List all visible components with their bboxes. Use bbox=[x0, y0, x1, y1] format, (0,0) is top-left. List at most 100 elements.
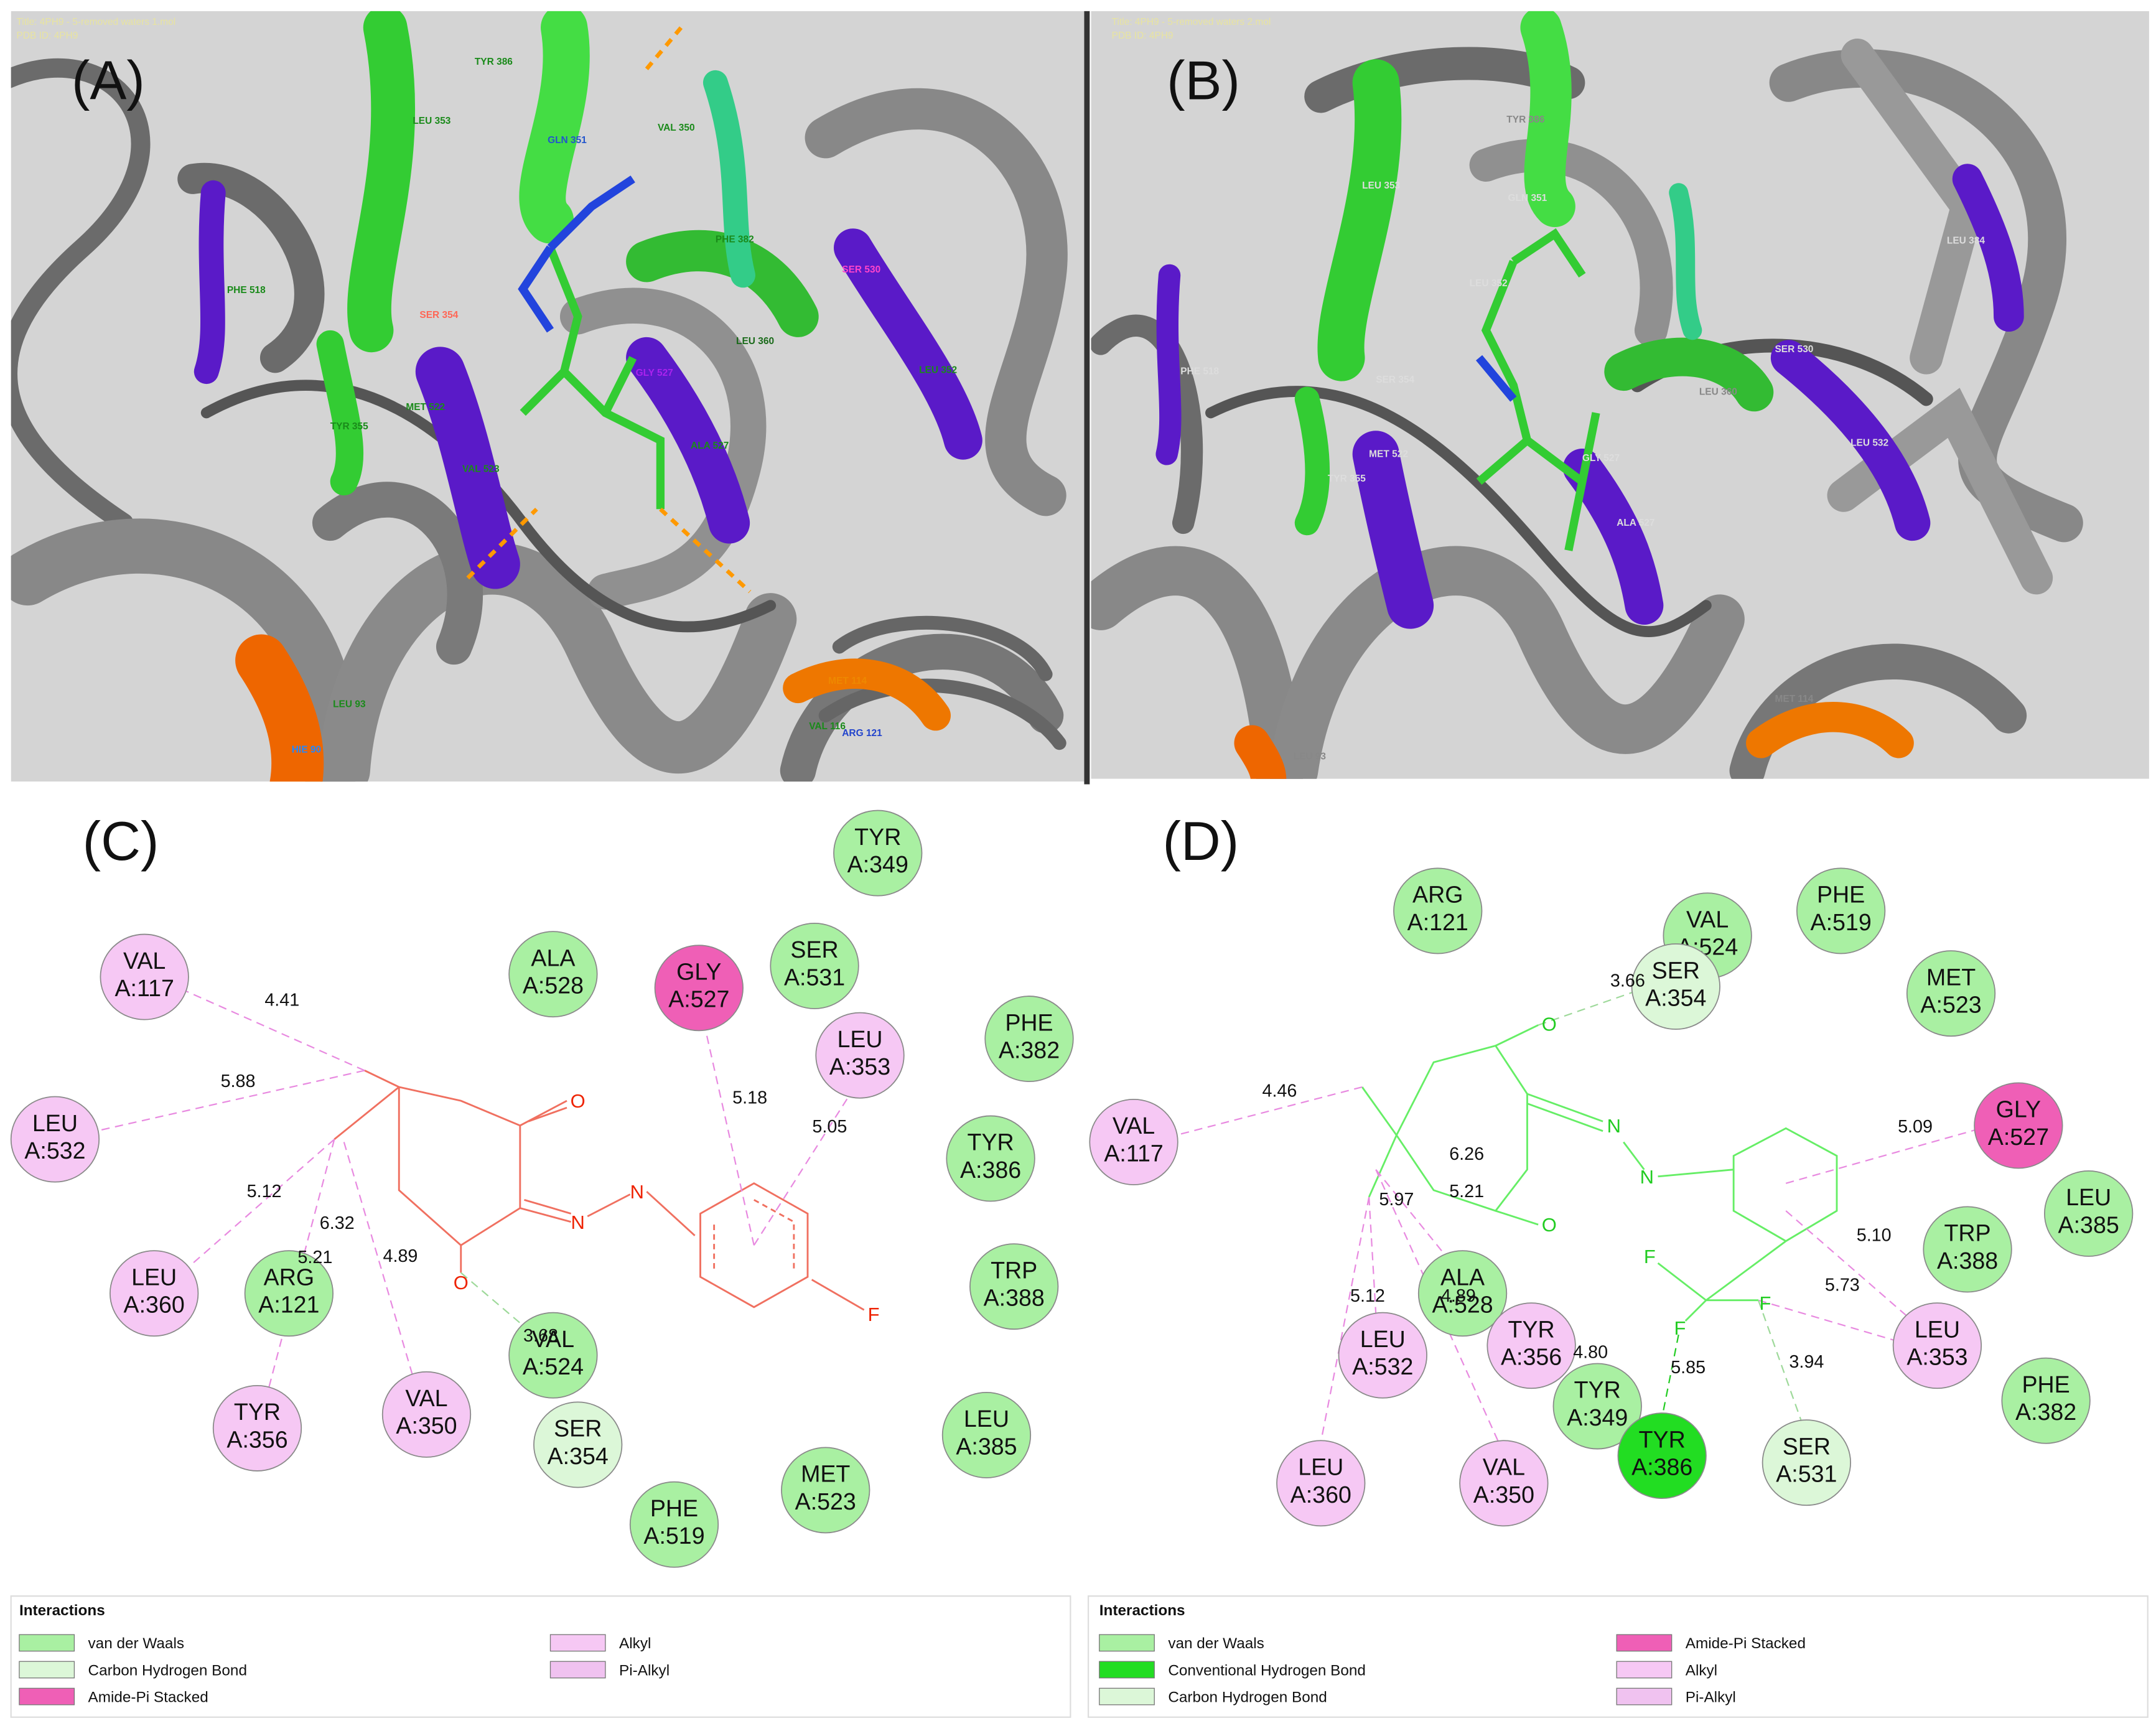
residue-id: A:356 bbox=[226, 1426, 287, 1452]
legend-label: Alkyl bbox=[1686, 1662, 1717, 1679]
residue-label-3d: VAL 350 bbox=[658, 123, 695, 133]
residue-disc bbox=[770, 922, 859, 1009]
residue-disc bbox=[1393, 867, 1483, 954]
legend-swatch bbox=[1099, 1661, 1155, 1679]
residue-name: VAL bbox=[532, 1326, 574, 1352]
residue-label-3d: VAL 523 bbox=[462, 464, 500, 475]
residue-disc bbox=[833, 810, 923, 897]
residue-label-3d: SER 530 bbox=[842, 264, 880, 275]
legend-d-frame bbox=[1087, 1595, 2149, 1718]
legend-swatch bbox=[1616, 1634, 1673, 1652]
residue-disc bbox=[381, 1371, 472, 1458]
panel-label: (B) bbox=[1167, 49, 1240, 111]
residue-label-3d: LEU 532 bbox=[1850, 438, 1888, 449]
residue-disc bbox=[941, 1392, 1032, 1478]
residue-name: MET bbox=[1926, 964, 1976, 990]
residue-label-3d: GLY 527 bbox=[1582, 453, 1620, 464]
residue-id: A:386 bbox=[1631, 1454, 1692, 1480]
residue-label-3d: GLY 527 bbox=[636, 368, 673, 378]
residue-label-3d: LEU 93 bbox=[333, 699, 366, 710]
residue-disc bbox=[2044, 1170, 2134, 1257]
residue-id: A:528 bbox=[1432, 1292, 1493, 1318]
residue-id: A:385 bbox=[956, 1433, 1017, 1459]
atom-label: F bbox=[1760, 1292, 1771, 1314]
ligand-d bbox=[1361, 1024, 1838, 1322]
view-title: Title: 4PH9 - 5-removed waters 1.mol bbox=[17, 17, 176, 27]
residue-label-3d: TYR 386 bbox=[1506, 114, 1544, 125]
residue-name: TYR bbox=[1508, 1316, 1555, 1342]
distance-label: 5.12 bbox=[247, 1182, 282, 1201]
residue-id: A:386 bbox=[960, 1157, 1021, 1183]
d-interaction-lines bbox=[1176, 990, 1982, 1445]
residue-label-3d: MET 522 bbox=[1369, 449, 1408, 459]
residue-id: A:360 bbox=[1290, 1481, 1351, 1508]
residue-name: ALA bbox=[1440, 1264, 1485, 1290]
residue-name: PHE bbox=[1817, 882, 1865, 908]
distance-label: 3.66 bbox=[1610, 971, 1645, 991]
residue-disc bbox=[10, 1096, 100, 1183]
residue-label-3d: TYR 355 bbox=[330, 421, 368, 432]
atom-label: N bbox=[571, 1211, 585, 1233]
distance-label: 3.68 bbox=[523, 1326, 558, 1346]
distance-label: 5.73 bbox=[1825, 1275, 1860, 1295]
residue-label-3d: LEU 93 bbox=[1294, 752, 1327, 762]
residue-label-3d: MET 114 bbox=[1775, 694, 1813, 704]
residue-name: GLY bbox=[676, 959, 721, 985]
legend-label: Alkyl bbox=[619, 1635, 651, 1652]
residue-name: SER bbox=[554, 1416, 602, 1442]
residue-label-3d: VAL 116 bbox=[809, 721, 846, 732]
residue-id: A:382 bbox=[999, 1037, 1060, 1063]
residue-disc bbox=[1617, 1412, 1707, 1500]
residue-label-3d: GLN 351 bbox=[1508, 193, 1547, 203]
residue-name: LEU bbox=[32, 1110, 78, 1136]
distance-label: 6.26 bbox=[1449, 1144, 1484, 1164]
residue-label-3d: SER 354 bbox=[419, 310, 458, 320]
residue-id: A:532 bbox=[24, 1137, 85, 1164]
distance-label: 4.46 bbox=[1262, 1081, 1297, 1101]
residue-name: VAL bbox=[1483, 1454, 1525, 1480]
residue-id: A:121 bbox=[258, 1292, 319, 1318]
legend-label: Amide-Pi Stacked bbox=[1686, 1635, 1806, 1652]
residue-disc bbox=[1417, 1250, 1508, 1337]
residue-name: PHE bbox=[2022, 1371, 2070, 1397]
legend-swatch bbox=[19, 1634, 75, 1652]
legend-label: van der Waals bbox=[1168, 1635, 1264, 1652]
residue-name: GLY bbox=[1996, 1096, 2041, 1122]
residue-disc bbox=[654, 945, 744, 1032]
distance-label: 4.41 bbox=[264, 991, 299, 1010]
residue-name: LEU bbox=[1915, 1316, 1960, 1342]
residue-disc bbox=[1338, 1312, 1427, 1399]
residue-disc bbox=[969, 1243, 1059, 1330]
residue-label-3d: PHE 518 bbox=[1180, 366, 1219, 377]
residue-disc bbox=[1923, 1206, 2012, 1293]
residue-disc bbox=[212, 1384, 302, 1472]
residue-name: LEU bbox=[964, 1406, 1009, 1432]
residue-id: A:519 bbox=[1811, 909, 1872, 935]
residue-id: A:117 bbox=[1104, 1140, 1163, 1166]
residue-label-3d: GLN 351 bbox=[548, 135, 587, 146]
distance-label: 3.94 bbox=[1789, 1352, 1824, 1372]
ligand-c bbox=[334, 1070, 865, 1311]
residue-name: TRP bbox=[991, 1257, 1037, 1283]
distance-label: 4.80 bbox=[1573, 1343, 1608, 1363]
residue-label-3d: ARG 121 bbox=[842, 728, 882, 739]
legend-label: van der Waals bbox=[88, 1635, 185, 1652]
residue-label-3d: MET 114 bbox=[828, 676, 867, 686]
residue-label-3d: TYR 355 bbox=[1328, 474, 1366, 484]
residue-disc bbox=[2001, 1357, 2091, 1444]
panel-b-view bbox=[1091, 11, 2149, 779]
residue-name: TYR bbox=[1639, 1426, 1686, 1452]
residue-name: ALA bbox=[531, 945, 575, 971]
residue-disc bbox=[100, 933, 189, 1020]
view-title: Title: 4PH9 - 5-removed waters 2.mol bbox=[1112, 17, 1271, 27]
residue-label-3d: LEU 352 bbox=[919, 365, 957, 375]
residue-id: A:524 bbox=[523, 1353, 584, 1379]
residue-name: VAL bbox=[1113, 1113, 1155, 1139]
atom-label: O bbox=[454, 1272, 469, 1294]
residue-label-3d: LEU 360 bbox=[736, 336, 774, 347]
residue-name: TYR bbox=[1574, 1377, 1621, 1403]
legend-swatch bbox=[1099, 1687, 1155, 1705]
residue-id: A:523 bbox=[1920, 992, 1981, 1018]
atom-label: O bbox=[571, 1090, 586, 1112]
